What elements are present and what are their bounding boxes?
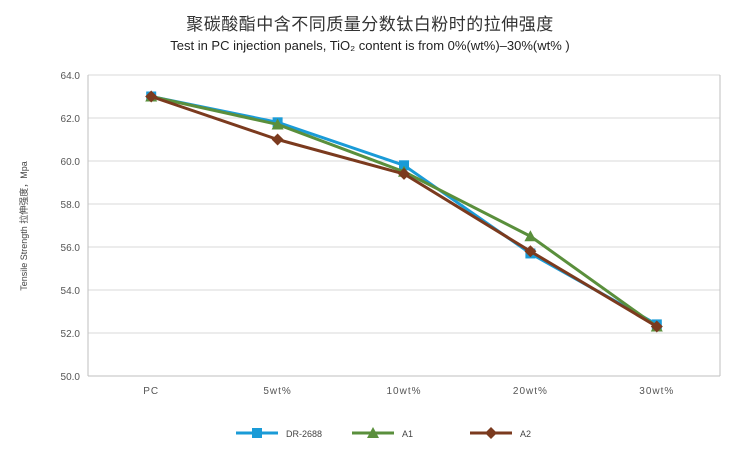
y-tick-label: 64.0 bbox=[61, 71, 81, 82]
x-tick-label: 10wt% bbox=[386, 386, 421, 397]
series-a1 bbox=[145, 90, 663, 332]
legend-label: A1 bbox=[402, 429, 413, 439]
y-axis-label: Tensile Strength 拉伸强度，Mpa bbox=[18, 161, 29, 291]
series-dr-2688 bbox=[146, 91, 662, 330]
legend-item: DR-2688 bbox=[236, 428, 322, 439]
series-line bbox=[150, 95, 658, 328]
y-tick-label: 58.0 bbox=[61, 200, 81, 211]
data-point bbox=[524, 230, 537, 242]
data-point bbox=[524, 245, 537, 258]
x-tick-label: 20wt% bbox=[513, 386, 548, 397]
data-point bbox=[271, 118, 284, 130]
y-tick-label: 62.0 bbox=[61, 114, 81, 125]
x-tick-label: 5wt% bbox=[263, 386, 291, 397]
legend-marker bbox=[485, 427, 497, 439]
y-tick-label: 50.0 bbox=[61, 372, 81, 383]
legend-item: A2 bbox=[470, 427, 531, 439]
legend-label: A2 bbox=[520, 429, 531, 439]
chart-subtitle: Test in PC injection panels, TiO₂ conten… bbox=[170, 38, 570, 53]
data-point bbox=[145, 90, 158, 103]
y-tick-label: 54.0 bbox=[61, 286, 81, 297]
data-point bbox=[271, 133, 284, 146]
series-line bbox=[150, 95, 658, 328]
y-tick-label: 52.0 bbox=[61, 329, 81, 340]
y-tick-label: 60.0 bbox=[61, 157, 81, 168]
legend-marker bbox=[252, 428, 262, 438]
series-a2 bbox=[145, 90, 663, 333]
legend-marker bbox=[367, 427, 379, 438]
x-tick-label: PC bbox=[143, 386, 159, 397]
legend-label: DR-2688 bbox=[286, 429, 322, 439]
x-tick-label: 30wt% bbox=[639, 386, 674, 397]
data-point bbox=[650, 320, 663, 333]
y-tick-label: 56.0 bbox=[61, 243, 81, 254]
chart-title: 聚碳酸酯中含不同质量分数钛白粉时的拉伸强度 bbox=[186, 15, 554, 35]
data-point bbox=[398, 167, 410, 180]
legend-item: A1 bbox=[352, 427, 413, 439]
data-point bbox=[399, 160, 409, 171]
